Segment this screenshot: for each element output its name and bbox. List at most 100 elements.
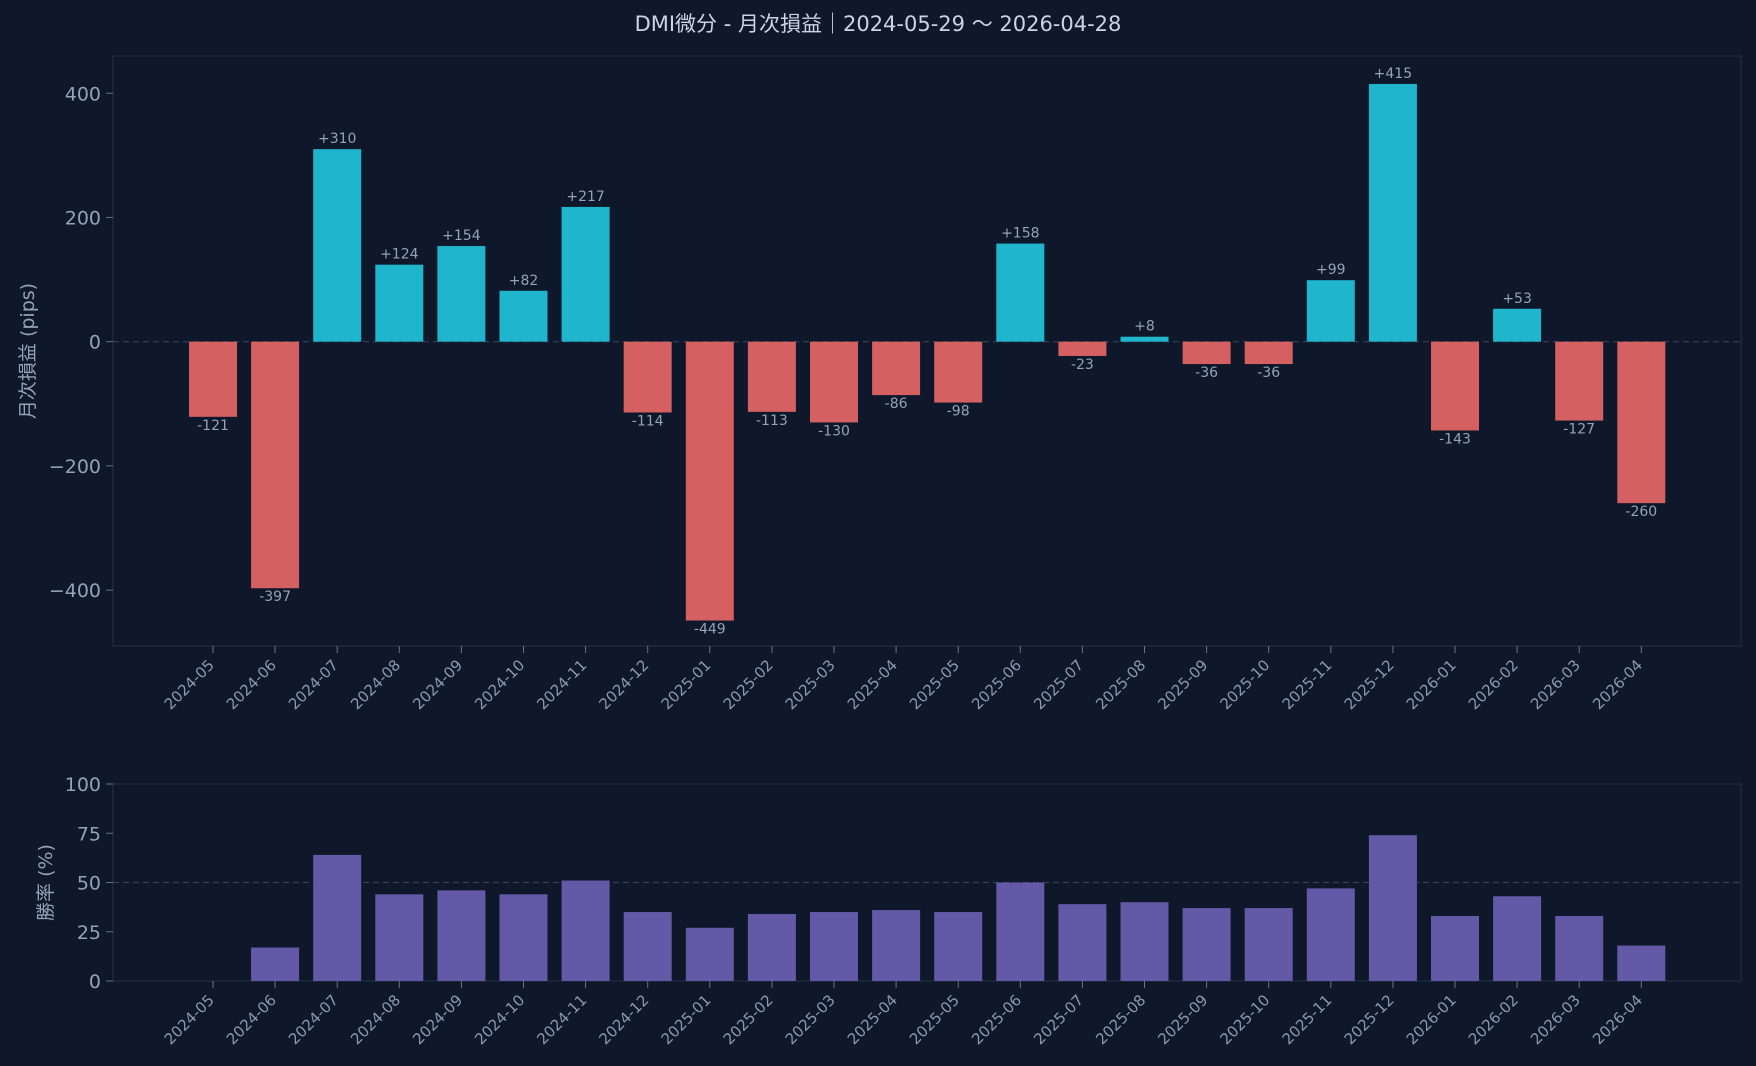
- winrate-xtick-label: 2025-06: [968, 991, 1025, 1048]
- winrate-xtick-label: 2026-01: [1403, 991, 1460, 1048]
- pnl-bar: [934, 341, 983, 403]
- winrate-xtick-label: 2024-08: [347, 991, 404, 1048]
- pnl-xtick-label: 2025-09: [1154, 656, 1211, 713]
- winrate-xtick-label: 2025-08: [1092, 991, 1149, 1048]
- pnl-panel: 400 200 0 −200 −400 -121 2024-05 -397 2024-06 +31…: [17, 55, 1742, 713]
- pnl-data-label: -130: [818, 423, 850, 439]
- winrate-xtick-label: 2024-09: [409, 991, 466, 1048]
- chart-title: DMI微分 - 月次損益｜2024-05-29 〜 2026-04-28: [634, 12, 1122, 36]
- winrate-xtick-label: 2024-10: [471, 991, 528, 1048]
- winrate-ytick-label: 100: [65, 774, 101, 796]
- winrate-bar: [872, 910, 921, 981]
- pnl-bar: [810, 341, 858, 423]
- pnl-data-label: -114: [632, 413, 664, 429]
- pnl-ytick-label: −400: [49, 580, 101, 602]
- winrate-ytick-label: 50: [77, 873, 101, 895]
- pnl-bar: [685, 341, 734, 621]
- pnl-data-label: -143: [1439, 431, 1471, 447]
- winrate-xtick-label: 2026-04: [1589, 991, 1646, 1048]
- pnl-bar: [1306, 280, 1355, 342]
- winrate-bar: [810, 912, 858, 981]
- pnl-bar: [747, 341, 796, 412]
- pnl-xtick-label: 2026-02: [1465, 656, 1522, 713]
- pnl-xtick-label: 2026-04: [1589, 656, 1646, 713]
- pnl-ytick-label: 400: [65, 83, 101, 105]
- winrate-ytick-label: 25: [77, 922, 101, 944]
- pnl-xtick-label: 2024-06: [223, 656, 280, 713]
- pnl-xtick-label: 2025-12: [1341, 656, 1398, 713]
- winrate-xtick-label: 2025-01: [658, 991, 715, 1048]
- winrate-bar: [747, 914, 796, 981]
- winrate-bar: [437, 890, 486, 981]
- pnl-xtick-label: 2024-11: [533, 656, 590, 713]
- pnl-xtick-label: 2024-10: [471, 656, 528, 713]
- winrate-xtick-label: 2025-02: [720, 991, 777, 1048]
- pnl-xtick-label: 2025-04: [844, 656, 901, 713]
- pnl-bar: [1555, 341, 1604, 421]
- winrate-xtick-label: 2025-12: [1341, 991, 1398, 1048]
- pnl-bar: [1368, 83, 1417, 342]
- winrate-bar: [1120, 902, 1169, 981]
- winrate-bar: [499, 894, 548, 981]
- winrate-xtick-label: 2024-07: [285, 991, 342, 1048]
- winrate-bar: [375, 894, 424, 981]
- winrate-bar: [561, 880, 610, 981]
- winrate-bar: [251, 947, 300, 981]
- winrate-bar: [1244, 908, 1293, 981]
- pnl-data-label: -36: [1257, 365, 1280, 381]
- pnl-data-label: -121: [197, 418, 229, 434]
- pnl-xtick-label: 2024-09: [409, 656, 466, 713]
- pnl-bar: [1493, 308, 1542, 342]
- winrate-xtick-label: 2026-02: [1465, 991, 1522, 1048]
- pnl-xtick-label: 2024-05: [161, 656, 218, 713]
- pnl-data-label: +158: [1001, 226, 1039, 242]
- pnl-data-label: -36: [1195, 365, 1218, 381]
- pnl-bar: [1431, 341, 1479, 431]
- pnl-xtick-label: 2025-11: [1279, 656, 1336, 713]
- pnl-bar: [872, 341, 921, 396]
- winrate-bar: [1617, 945, 1666, 981]
- pnl-xtick-label: 2025-05: [906, 656, 963, 713]
- winrate-xtick-label: 2024-06: [223, 991, 280, 1048]
- pnl-data-label: +82: [509, 273, 539, 289]
- pnl-bar: [251, 341, 300, 589]
- winrate-ytick-label: 0: [89, 971, 101, 993]
- winrate-xtick-label: 2025-07: [1030, 991, 1087, 1048]
- winrate-xtick-label: 2025-05: [906, 991, 963, 1048]
- winrate-xtick-label: 2026-03: [1527, 991, 1584, 1048]
- winrate-bar: [685, 927, 734, 981]
- winrate-bar: [1493, 896, 1542, 981]
- winrate-bar: [1555, 915, 1604, 981]
- pnl-bar: [623, 341, 672, 413]
- winrate-bar: [996, 882, 1045, 981]
- pnl-bar: [313, 149, 362, 342]
- winrate-xtick-label: 2024-05: [161, 991, 218, 1048]
- winrate-bar: [934, 912, 983, 981]
- pnl-data-label: +8: [1134, 319, 1155, 335]
- pnl-bar: [375, 264, 424, 342]
- pnl-data-label: +154: [442, 228, 481, 244]
- pnl-data-label: +415: [1374, 66, 1412, 82]
- pnl-data-label: -260: [1625, 504, 1657, 520]
- pnl-data-label: +217: [566, 189, 604, 205]
- winrate-xtick-label: 2025-03: [782, 991, 839, 1048]
- winrate-bar: [1368, 835, 1417, 981]
- pnl-ytick-label: 200: [65, 207, 101, 229]
- pnl-data-label: -127: [1563, 422, 1595, 438]
- pnl-data-label: +310: [318, 131, 356, 147]
- winrate-bar: [1182, 908, 1231, 981]
- winrate-xtick-label: 2024-12: [595, 991, 652, 1048]
- winrate-bar: [623, 912, 672, 981]
- pnl-data-label: -86: [885, 396, 908, 412]
- pnl-bar: [1058, 341, 1107, 356]
- pnl-bar: [189, 341, 237, 417]
- pnl-xtick-label: 2024-07: [285, 656, 342, 713]
- winrate-xtick-label: 2025-04: [844, 991, 901, 1048]
- pnl-data-label: -449: [694, 622, 726, 638]
- winrate-bar: [1058, 904, 1107, 981]
- pnl-xtick-label: 2026-03: [1527, 656, 1584, 713]
- pnl-bar: [561, 206, 610, 342]
- winrate-xtick-label: 2025-11: [1279, 991, 1336, 1048]
